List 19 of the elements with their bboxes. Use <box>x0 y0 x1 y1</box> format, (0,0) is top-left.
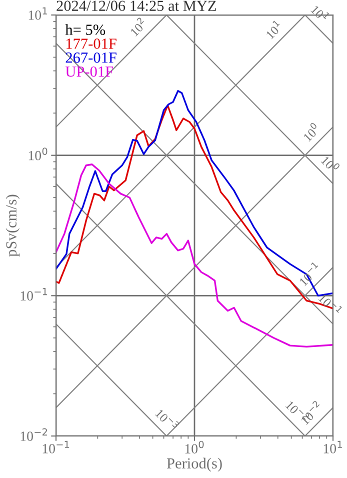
y-tick-label: 10$^{−2}$ <box>20 428 47 441</box>
y-tick-label: 10$^{1}$ <box>28 7 47 20</box>
legend-title: h= 5% <box>65 24 106 35</box>
y-axis-title: pSv(cm/s) <box>6 194 20 257</box>
annotation: 10$^{−3}$ <box>154 406 180 432</box>
annotation: 10$^{1}$ <box>264 20 284 40</box>
x-tick-label: 10$^{1}$ <box>324 440 342 454</box>
x-axis-title: Period(s) <box>166 458 222 472</box>
text: 267-01F <box>66 52 116 63</box>
chart-title: 2024/12/06 14:25 at MYZ <box>56 0 216 12</box>
annotation: 10$^{0}$ <box>300 122 321 142</box>
text: 177-01F <box>66 38 116 49</box>
y-tick-label: 10$^{0}$ <box>28 148 48 160</box>
y-tick-label: 10$^{−1}$ <box>20 288 48 301</box>
x-tick-label: 10$^{0}$ <box>185 440 204 454</box>
annotation: 10$^{−1}$ <box>296 262 322 286</box>
annotation: 10$^{2}$ <box>128 17 148 37</box>
text: UP-01F <box>65 66 114 77</box>
x-tick-label: 10$^{−1}$ <box>42 440 70 454</box>
